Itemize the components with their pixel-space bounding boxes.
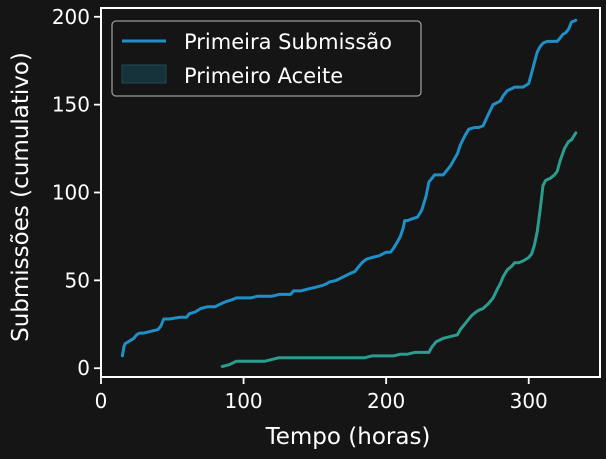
legend: Primeira Submissão Primeiro Aceite [111,20,422,97]
legend-box [111,20,422,97]
y-tick-label: 150 [52,93,90,117]
series-line-1 [220,131,578,368]
x-tick-label: 200 [367,389,405,413]
x-tick-label: 300 [510,389,548,413]
y-tick-label: 100 [52,181,90,205]
series-line-0 [120,18,578,358]
axes-layer: 0 100 200 300 0 50 100 150 200 [52,5,601,413]
legend-patch-primeiro-aceite [121,64,167,84]
y-axis-label: Submissões (cumulativo) [8,52,34,342]
x-tick-label: 100 [224,389,262,413]
x-tick-label: 0 [95,389,108,413]
x-axis-label: Tempo (horas) [265,424,431,450]
legend-label-primeira-submissao: Primeira Submissão [184,30,392,54]
y-tick-label: 50 [65,268,90,292]
y-tick-label: 0 [77,356,90,380]
series-layer [120,18,578,368]
legend-label-primeiro-aceite: Primeiro Aceite [184,64,343,88]
y-tick-label: 200 [52,5,90,29]
